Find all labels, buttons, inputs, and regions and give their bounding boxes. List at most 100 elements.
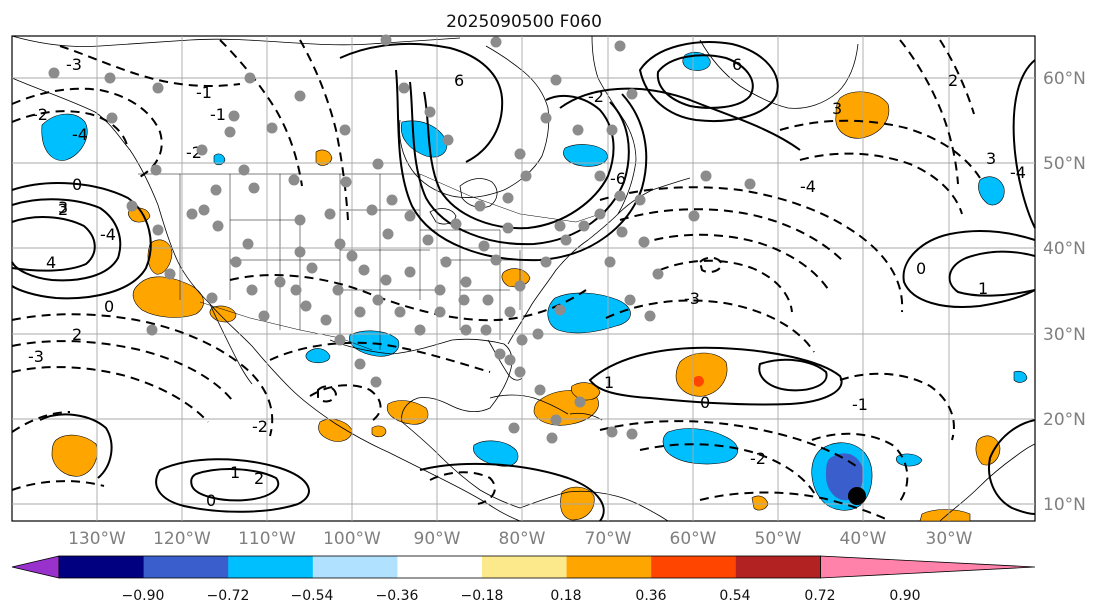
colorbar-tick-label: 0.18 xyxy=(550,588,581,604)
contour-label: 3 xyxy=(986,149,996,168)
lon-tick-label: 40°W xyxy=(840,529,887,549)
shade-pos-yucatan xyxy=(386,400,429,425)
station-marker xyxy=(394,306,406,318)
station-marker xyxy=(370,376,382,388)
contour-label: 2 xyxy=(72,325,82,344)
lat-tick-label: 40°N xyxy=(1043,239,1086,259)
contour-east-low-2 xyxy=(948,250,1036,297)
colorbar-tick-label: 0.54 xyxy=(719,588,750,604)
station-marker xyxy=(334,238,346,250)
contour-trough-canada-3 xyxy=(395,69,648,262)
station-marker xyxy=(616,226,628,238)
coast-arctic xyxy=(11,35,461,47)
contour-label: 0 xyxy=(206,491,216,510)
station-marker xyxy=(574,396,586,408)
lon-tick-label: 110°W xyxy=(238,529,296,549)
contour-neg-atl-4 xyxy=(659,259,793,313)
contours-negative xyxy=(11,39,981,522)
border-us-canada xyxy=(138,173,607,223)
station-marker xyxy=(572,124,584,136)
contour-label: -3 xyxy=(684,289,700,308)
shade-pos-pacific xyxy=(51,434,98,477)
station-marker xyxy=(104,72,116,84)
lon-tick-label: 60°W xyxy=(670,529,717,549)
contour-neg-atl-7 xyxy=(779,119,981,179)
storm-center-marker xyxy=(848,487,866,505)
colorbar-tick-label: −0.18 xyxy=(461,588,504,604)
station-marker xyxy=(514,280,526,292)
shade-pos-california xyxy=(132,276,204,318)
coast-gulf xyxy=(329,338,513,423)
contour-label: -2 xyxy=(32,105,48,124)
station-marker xyxy=(306,262,318,274)
contour-label: -4 xyxy=(800,177,816,196)
colorbar-frame xyxy=(58,555,821,579)
station-marker xyxy=(224,126,236,138)
colorbar xyxy=(11,555,1036,579)
station-marker xyxy=(386,194,398,206)
contour-neg-us-3 xyxy=(309,384,382,423)
contour-label: 6 xyxy=(732,55,742,74)
contour-label: 2 xyxy=(254,469,264,488)
station-marker xyxy=(560,234,572,246)
contour-neg-sw-2 xyxy=(11,340,233,401)
station-marker xyxy=(516,334,528,346)
station-marker xyxy=(626,428,638,440)
contour-label: 0 xyxy=(104,297,114,316)
contour-pac-low xyxy=(155,458,310,513)
station-marker xyxy=(340,176,352,188)
station-marker xyxy=(638,236,650,248)
colorbar-tick-label: 0.72 xyxy=(804,588,835,604)
shade-neg-quebec xyxy=(563,144,608,167)
station-marker xyxy=(354,358,366,370)
contour-neg-atl-6 xyxy=(698,256,724,273)
station-marker xyxy=(534,384,546,396)
colorbar-segment xyxy=(566,556,652,578)
station-marker xyxy=(266,122,278,134)
station-marker xyxy=(474,200,486,212)
station-marker xyxy=(504,306,516,318)
contour-neg-ne-2 xyxy=(939,39,975,115)
coast-cuba xyxy=(489,394,569,415)
station-marker xyxy=(494,348,506,360)
station-marker xyxy=(274,276,286,288)
contour-neg-carib xyxy=(429,471,496,505)
station-marker xyxy=(294,246,306,258)
station-marker xyxy=(440,256,452,268)
contour-neg-atl-3 xyxy=(639,233,831,293)
contour-neg-nw-1 xyxy=(11,87,163,179)
contour-neg-us-1 xyxy=(229,274,587,322)
station-marker xyxy=(700,170,712,182)
gridlines xyxy=(12,36,1035,521)
station-marker xyxy=(380,34,392,46)
station-marker xyxy=(434,284,446,296)
contour-ridge-atl xyxy=(559,87,801,151)
contour-label: -2 xyxy=(588,87,604,106)
contour-label: 1 xyxy=(978,279,988,298)
station-marker xyxy=(238,164,250,176)
station-marker xyxy=(152,82,164,94)
station-marker xyxy=(294,90,306,102)
station-marker xyxy=(458,294,470,306)
colorbar-segment xyxy=(651,556,737,578)
shade-neg-atlantic xyxy=(547,292,631,334)
contour-label: 1 xyxy=(230,463,240,482)
colorbar-segment xyxy=(59,556,145,578)
plot-title: 2025090500 F060 xyxy=(446,12,602,32)
station-marker xyxy=(546,432,558,444)
station-marker xyxy=(594,208,606,220)
station-marker xyxy=(550,414,562,426)
contour-neg-nw-5 xyxy=(299,39,349,221)
lat-tick-label: 30°N xyxy=(1043,325,1086,345)
colorbar-segment xyxy=(228,556,314,578)
station-marker xyxy=(248,182,260,194)
contour-neg-atl-8 xyxy=(799,152,963,215)
station-marker xyxy=(624,294,636,306)
contour-neg-sw-5 xyxy=(11,480,105,491)
station-marker xyxy=(604,256,616,268)
contour-high-west xyxy=(11,198,122,282)
shade-pos-mexico-s xyxy=(318,418,353,442)
colorbar-segment xyxy=(482,556,568,578)
contour-label: 0 xyxy=(916,259,926,278)
state-lines-central xyxy=(340,174,440,350)
